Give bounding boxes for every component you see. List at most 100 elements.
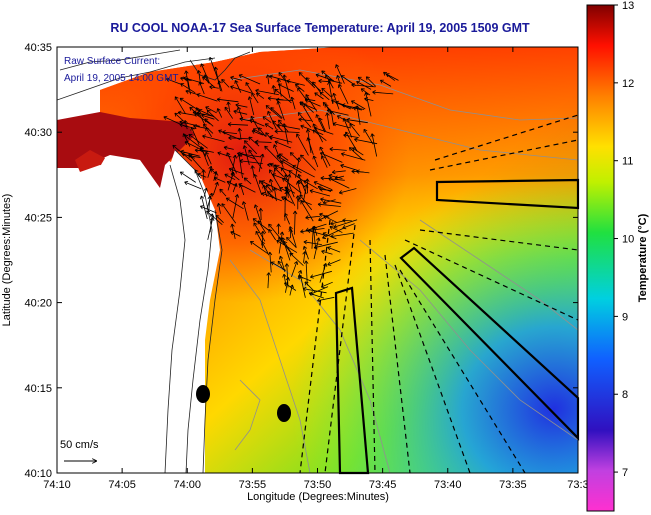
current-arrow bbox=[286, 189, 296, 206]
current-arrow bbox=[268, 169, 282, 190]
current-arrow bbox=[329, 147, 347, 152]
current-arrow bbox=[224, 173, 236, 181]
current-arrow bbox=[195, 107, 206, 126]
y-axis-label: Latitude (Degrees:Minutes) bbox=[1, 194, 13, 327]
current-arrow bbox=[206, 210, 223, 225]
current-arrow bbox=[174, 96, 186, 115]
current-arrow bbox=[288, 228, 293, 239]
current-arrow bbox=[208, 56, 219, 81]
current-arrow bbox=[329, 225, 343, 233]
current-arrow bbox=[216, 203, 222, 214]
current-arrow bbox=[336, 115, 356, 127]
current-arrow bbox=[330, 232, 354, 239]
current-arrow bbox=[341, 152, 366, 161]
current-arrow bbox=[335, 64, 345, 84]
x-tick-label: 73:40 bbox=[434, 479, 462, 491]
current-arrow bbox=[309, 189, 331, 197]
current-arrow bbox=[319, 151, 343, 163]
current-arrow bbox=[248, 149, 263, 170]
current-arrow bbox=[258, 208, 264, 221]
current-arrow bbox=[262, 116, 272, 123]
current-arrow bbox=[250, 115, 260, 132]
current-arrow bbox=[259, 180, 274, 199]
current-arrow bbox=[265, 105, 282, 120]
current-arrow bbox=[340, 163, 358, 171]
current-arrow bbox=[302, 286, 327, 294]
current-arrow bbox=[228, 167, 245, 175]
current-arrow bbox=[356, 169, 370, 174]
current-arrow bbox=[247, 96, 255, 116]
current-arrow bbox=[274, 129, 300, 134]
y-tick-label: 40:35 bbox=[24, 42, 52, 54]
current-arrow bbox=[253, 173, 263, 196]
station-marker bbox=[196, 385, 210, 403]
y-tick-label: 40:25 bbox=[24, 212, 52, 224]
current-arrow bbox=[282, 196, 288, 221]
sst-field bbox=[57, 47, 578, 473]
current-arrow bbox=[320, 281, 333, 289]
current-arrow bbox=[280, 167, 289, 178]
current-arrow bbox=[327, 246, 341, 253]
current-arrow bbox=[225, 197, 244, 210]
current-arrow bbox=[244, 140, 258, 155]
current-arrow bbox=[250, 241, 269, 255]
current-arrow bbox=[250, 165, 255, 176]
current-arrow bbox=[264, 145, 282, 164]
current-arrow bbox=[317, 296, 335, 303]
x-tick-label: 74:05 bbox=[108, 479, 136, 491]
current-arrow bbox=[292, 210, 298, 235]
current-arrow bbox=[320, 176, 345, 181]
current-arrow bbox=[340, 75, 356, 86]
current-arrow bbox=[365, 76, 377, 87]
current-arrow bbox=[184, 181, 202, 190]
current-arrow bbox=[322, 232, 337, 240]
current-arrow bbox=[255, 139, 272, 145]
current-arrow bbox=[179, 171, 196, 183]
x-tick-label: 74:10 bbox=[43, 479, 71, 491]
current-arrow bbox=[205, 106, 217, 114]
current-arrow bbox=[267, 251, 273, 273]
current-arrow bbox=[272, 164, 278, 175]
current-arrow bbox=[182, 133, 191, 147]
y-tick-label: 40:20 bbox=[24, 298, 52, 310]
current-arrow bbox=[202, 134, 225, 143]
current-arrow bbox=[298, 117, 311, 122]
radial-lines bbox=[299, 114, 579, 474]
current-arrow bbox=[230, 85, 253, 94]
current-arrow bbox=[290, 96, 296, 110]
current-arrow bbox=[201, 169, 206, 180]
colorbar bbox=[586, 4, 615, 512]
current-arrow bbox=[310, 270, 332, 279]
current-arrow bbox=[319, 212, 330, 218]
current-arrow bbox=[223, 145, 234, 150]
current-arrow bbox=[312, 123, 323, 143]
current-arrow bbox=[267, 162, 280, 168]
current-arrow bbox=[297, 270, 303, 280]
current-arrow bbox=[321, 249, 333, 255]
current-arrow bbox=[302, 251, 307, 263]
current-arrow bbox=[239, 184, 245, 196]
current-arrow bbox=[200, 147, 207, 157]
current-arrow bbox=[372, 90, 394, 95]
current-arrow bbox=[174, 112, 185, 122]
current-arrow bbox=[228, 135, 250, 141]
current-arrow bbox=[300, 200, 314, 222]
current-arrow bbox=[299, 101, 317, 111]
current-arrow bbox=[230, 230, 241, 237]
current-arrow bbox=[284, 282, 297, 291]
current-arrow bbox=[319, 146, 331, 167]
current-arrow bbox=[312, 155, 319, 168]
scale-label: 50 cm/s bbox=[60, 439, 99, 451]
current-arrow bbox=[196, 70, 202, 85]
current-arrow bbox=[321, 87, 332, 98]
current-arrow bbox=[297, 197, 312, 206]
current-arrow bbox=[239, 117, 257, 123]
current-arrow bbox=[231, 154, 238, 174]
current-arrow bbox=[180, 149, 200, 157]
current-arrow bbox=[226, 101, 231, 113]
current-arrow bbox=[291, 261, 299, 278]
colorbar-tick-label: 7 bbox=[622, 467, 628, 479]
current-arrow bbox=[336, 75, 341, 85]
x-tick-label: 74:00 bbox=[173, 479, 201, 491]
current-arrow bbox=[253, 204, 262, 225]
